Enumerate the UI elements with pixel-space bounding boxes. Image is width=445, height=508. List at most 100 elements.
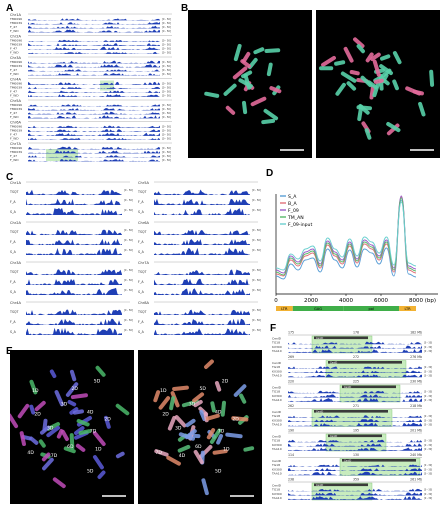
track-label: KX300	[272, 369, 282, 373]
chromosome	[192, 392, 205, 403]
chromosome-id-label: 5D	[199, 386, 206, 392]
track-scale: [0 - 50]	[162, 18, 171, 21]
chromosome	[429, 69, 435, 87]
track-scale: [0 - 50]	[162, 40, 171, 43]
chromosome	[115, 451, 125, 459]
track-label: TM0039	[10, 129, 22, 133]
range-label: 262	[288, 404, 294, 408]
chromosome	[65, 382, 79, 397]
track-scale: [0 - 50]	[162, 69, 171, 72]
coverage-track	[26, 198, 122, 205]
coverage-track	[154, 328, 250, 335]
chromosome-label: Chr8A	[138, 301, 150, 305]
chromosome	[184, 429, 197, 440]
chromosome	[170, 391, 180, 408]
coverage-track	[28, 22, 160, 25]
range-label: 230 Mb	[410, 380, 422, 384]
coverage-track	[28, 60, 160, 64]
chromosome	[97, 470, 106, 479]
chromosome	[380, 54, 391, 61]
chromosome-id-label: 1D	[95, 447, 102, 453]
coverage-track	[28, 137, 160, 140]
track-label: F_47	[10, 133, 17, 137]
track-label: F_47	[10, 154, 17, 158]
track-label: TAA10	[272, 472, 282, 476]
chromosome-label: Chr5A	[138, 181, 150, 185]
chromosome	[379, 64, 393, 76]
chromosome-id-label: 2D	[71, 386, 78, 392]
track-scale: [0 - 30]	[424, 342, 432, 345]
chromosome	[38, 439, 46, 448]
chromosome	[373, 78, 384, 84]
track-label: TG18	[272, 488, 280, 492]
coverage-track	[288, 419, 422, 422]
track-scale: [0 - 30]	[424, 440, 432, 443]
track-label: TAA10	[272, 374, 282, 378]
x-tick-label: 0	[274, 298, 278, 304]
x-axis-label: (bp)	[425, 298, 436, 304]
chromosome-id-label: 1D	[223, 447, 230, 453]
chromosome	[220, 400, 227, 417]
track-scale: [0 - 50]	[252, 269, 261, 272]
chromosome	[239, 393, 247, 404]
chromosome	[153, 390, 161, 403]
chromosome	[264, 48, 281, 54]
range-label: 225	[353, 380, 359, 384]
track-label: TAA10	[272, 423, 282, 427]
chromosome-id-label: 3D	[47, 425, 54, 431]
track-label: CenID	[272, 386, 282, 390]
track-label: TSQT	[10, 190, 18, 194]
track-scale: [0 - 50]	[124, 289, 133, 292]
chromosome-id-label: 7D	[218, 429, 225, 435]
chromosome	[412, 89, 424, 96]
chromosome-id-label: 4D	[87, 410, 94, 416]
range-label: 190	[288, 429, 294, 433]
coverage-track	[28, 18, 160, 21]
track-scale: [0 - 50]	[162, 91, 171, 94]
track-label: TAA10	[272, 398, 282, 402]
range-label: 114	[288, 453, 294, 457]
chromosome-id-label: 2D	[232, 417, 239, 423]
track-label: F_A	[10, 280, 16, 284]
track-scale: [0 - 50]	[124, 239, 133, 242]
track-scale: [0 - 50]	[162, 126, 171, 129]
browser-group: Chr7A TSQT [0 - 50] F_A [0 - 50] S_A [0 - 50]	[137, 261, 261, 295]
coverage-track	[154, 239, 250, 245]
chromosome	[335, 82, 346, 96]
series-line	[275, 199, 417, 280]
track-scale: [0 - 50]	[252, 249, 261, 252]
track-label: TSQT	[137, 230, 146, 234]
chromosome	[185, 418, 196, 428]
track-scale: [0 - 50]	[162, 52, 171, 55]
range-label: 178	[353, 331, 359, 335]
coverage-track	[28, 111, 160, 115]
chromosome	[319, 66, 334, 71]
coverage-track	[26, 247, 122, 255]
track-label: KX300	[272, 443, 282, 447]
track-label: F_A	[10, 320, 16, 324]
range-label: 182 Mb	[410, 331, 422, 335]
range-label: 272	[353, 355, 359, 359]
track-scale: [0 - 50]	[162, 30, 171, 33]
coverage-track	[28, 69, 160, 72]
track-label: TM0039	[10, 86, 22, 90]
coverage-track	[26, 207, 122, 215]
track-label: CenID	[272, 435, 282, 439]
x-tick-label: 8000	[409, 298, 423, 304]
chromosome-id-label: 1D	[160, 388, 167, 394]
coverage-track	[28, 64, 160, 68]
centromere-highlight	[325, 433, 387, 452]
chromosome-label: Chr6A	[10, 121, 22, 125]
chromosome	[46, 425, 61, 438]
panel-label-a: A	[6, 3, 14, 14]
track-scale: [0 - 50]	[252, 239, 261, 242]
chromosome	[210, 401, 216, 413]
track-label: F_47	[10, 68, 17, 72]
chromosome	[74, 426, 85, 436]
track-label: S_A	[138, 290, 145, 294]
chromosome	[78, 429, 92, 435]
track-label: F_47	[10, 25, 17, 29]
browser-group: Chr3A TSQT [0 - 50] F_A [0 - 50] S_A [0 - 50]	[10, 261, 133, 295]
track-label: KX300	[272, 394, 282, 398]
